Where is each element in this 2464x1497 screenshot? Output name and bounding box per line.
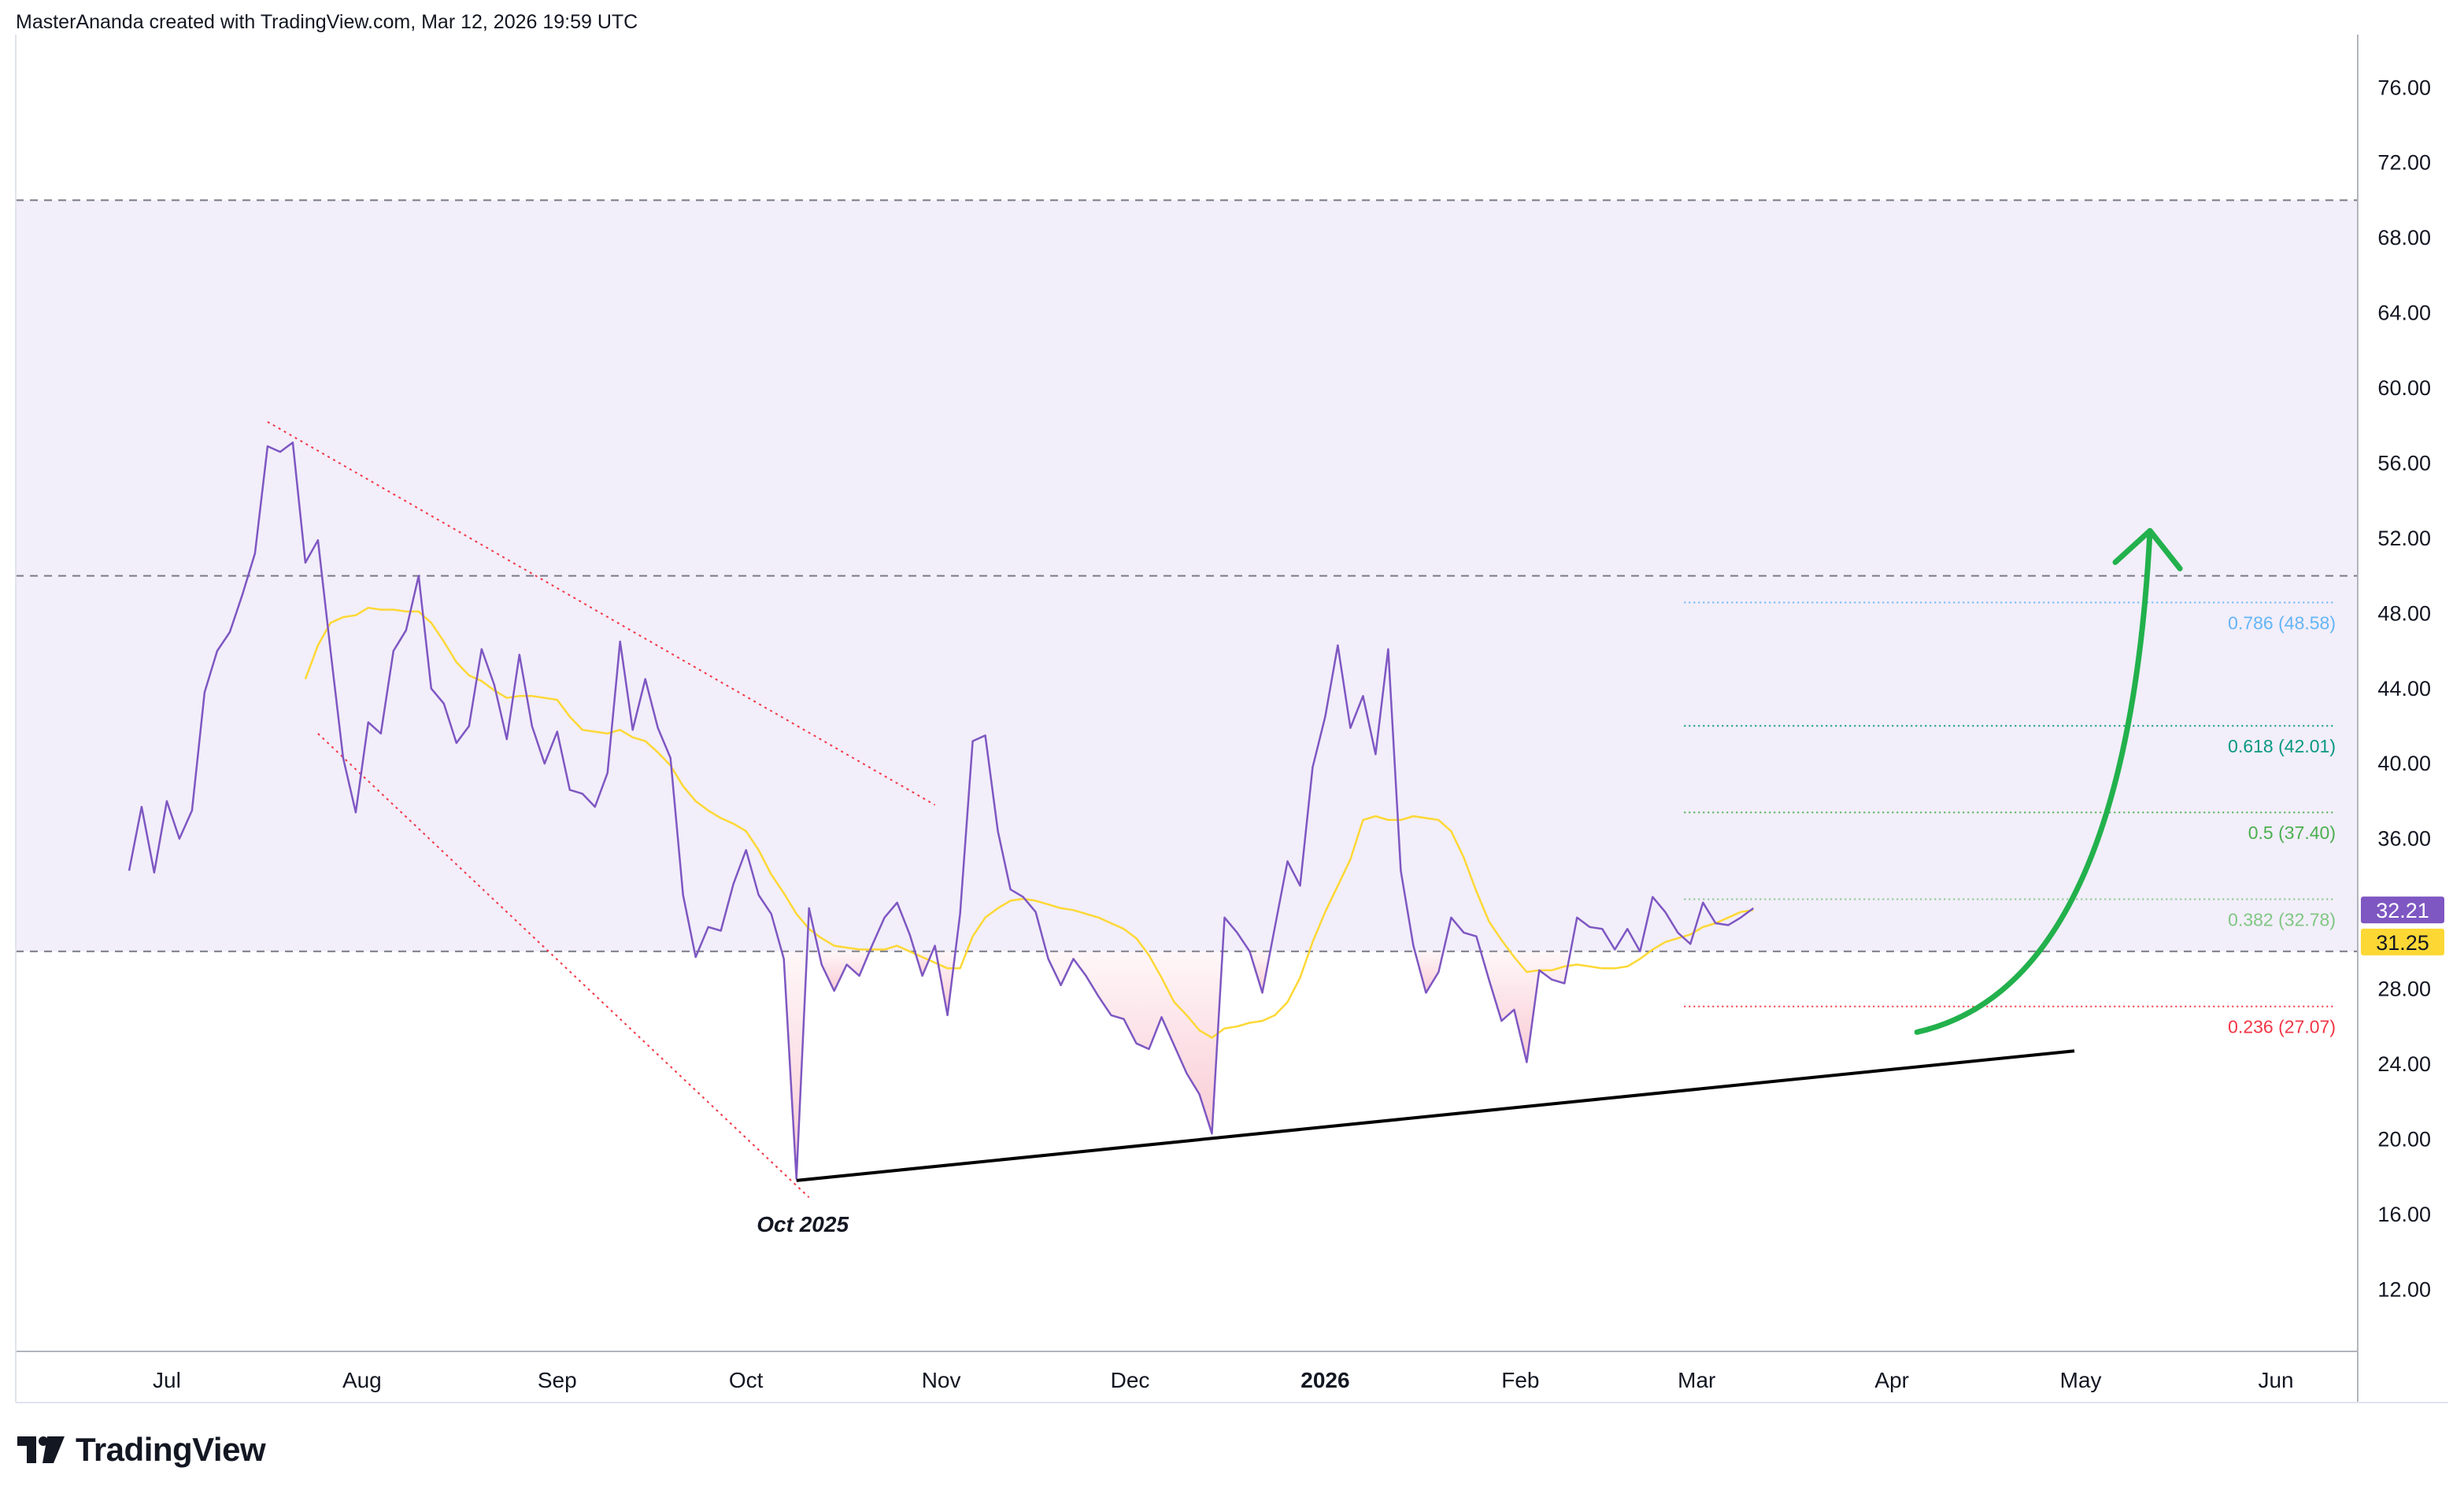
fib-levels-layer: 0.786 (48.58) 0.618 (42.01) 0.5 (37.40) 0.3…: [1684, 601, 2336, 1037]
x-tick-label-feb: Feb: [1501, 1368, 1539, 1392]
x-tick-label-jun: Jun: [2258, 1368, 2293, 1392]
y-tick-label: 12.00: [2377, 1277, 2431, 1301]
y-tick-label: 20.00: [2377, 1127, 2431, 1151]
oversold-fill-region-8: [1480, 951, 1571, 1063]
fib-level-label-0.5: 0.5 (37.40): [2248, 822, 2336, 843]
tradingview-wordmark: TradingView: [76, 1431, 266, 1468]
y-tick-label: 28.00: [2377, 978, 2431, 1001]
x-tick-label-dec: Dec: [1111, 1368, 1150, 1392]
annotation-label-0: Oct 2025: [757, 1212, 849, 1236]
y-tick-label: 36.00: [2377, 827, 2431, 851]
price-badge-label-rsi: 32.21: [2376, 899, 2429, 922]
fib-level-label-0.236: 0.236 (27.07): [2228, 1017, 2336, 1037]
x-tick-label-oct: Oct: [729, 1368, 764, 1392]
x-tick-label-aug: Aug: [342, 1368, 382, 1392]
channel-upper-line: [267, 421, 936, 806]
fib-level-label-0.618: 0.618 (42.01): [2228, 736, 2336, 756]
header-credit: MasterAnanda created with TradingView.co…: [16, 11, 638, 33]
tradingview-logo-icon: [17, 1436, 65, 1463]
x-tick-label-2026: 2026: [1300, 1368, 1349, 1392]
price-badge-label-rsi_ma: 31.25: [2376, 931, 2429, 955]
oversold-fill-region-6: [1249, 951, 1271, 993]
channel-lines-layer: [267, 421, 936, 1199]
x-tick-label-may: May: [2060, 1368, 2102, 1392]
axes-layer: 76.00 72.00 68.00 64.00 60.00 56.00 52.00 48.00…: [15, 35, 2448, 1403]
tradingview-brand: TradingView: [17, 1431, 266, 1469]
price-badges-layer: 32.21 31.25: [2361, 896, 2444, 955]
y-tick-label: 16.00: [2377, 1203, 2431, 1226]
y-tick-label: 56.00: [2377, 451, 2431, 475]
oversold-fill-region-5: [1046, 951, 1223, 1134]
oversold-fill-region-1: [782, 951, 808, 1179]
fib-level-label-0.786: 0.786 (48.58): [2228, 612, 2336, 633]
drawings-layer: Oct 2025: [757, 527, 2183, 1236]
oversold-fill-region-7: [1415, 951, 1444, 993]
rsi-band-layer: [16, 199, 2358, 952]
y-tick-label: 24.00: [2377, 1052, 2431, 1076]
series-layer: [128, 441, 1755, 1180]
support-trendline: [796, 1049, 2075, 1182]
y-tick-label: 64.00: [2377, 301, 2431, 325]
x-tick-label-mar: Mar: [1678, 1368, 1715, 1392]
oversold-fill-region-3: [915, 951, 933, 976]
y-tick-label: 72.00: [2377, 151, 2431, 175]
rsi-ma-line: [304, 606, 1754, 1039]
x-tick-label-sep: Sep: [538, 1368, 577, 1392]
y-tick-label: 76.00: [2377, 76, 2431, 99]
x-tick-label-jul: Jul: [153, 1368, 181, 1392]
y-tick-label: 60.00: [2377, 376, 2431, 400]
arrow-head: [2112, 527, 2183, 571]
oversold-fill-region-2: [818, 951, 870, 991]
price-badge-rsi_ma: [2361, 928, 2444, 955]
oversold-fill-layer: [694, 951, 1571, 1179]
x-tick-label-apr: Apr: [1874, 1368, 1909, 1392]
y-tick-label: 40.00: [2377, 752, 2431, 775]
fib-level-label-0.382: 0.382 (32.78): [2228, 909, 2336, 930]
upward-curved-arrow: [1914, 527, 2153, 1035]
y-tick-label: 52.00: [2377, 527, 2431, 550]
y-tick-label: 48.00: [2377, 601, 2431, 625]
y-tick-label: 68.00: [2377, 226, 2431, 250]
price-badge-rsi: [2361, 896, 2444, 924]
rsi-line: [128, 441, 1755, 1180]
x-tick-label-nov: Nov: [922, 1368, 961, 1392]
y-tick-label: 44.00: [2377, 677, 2431, 700]
